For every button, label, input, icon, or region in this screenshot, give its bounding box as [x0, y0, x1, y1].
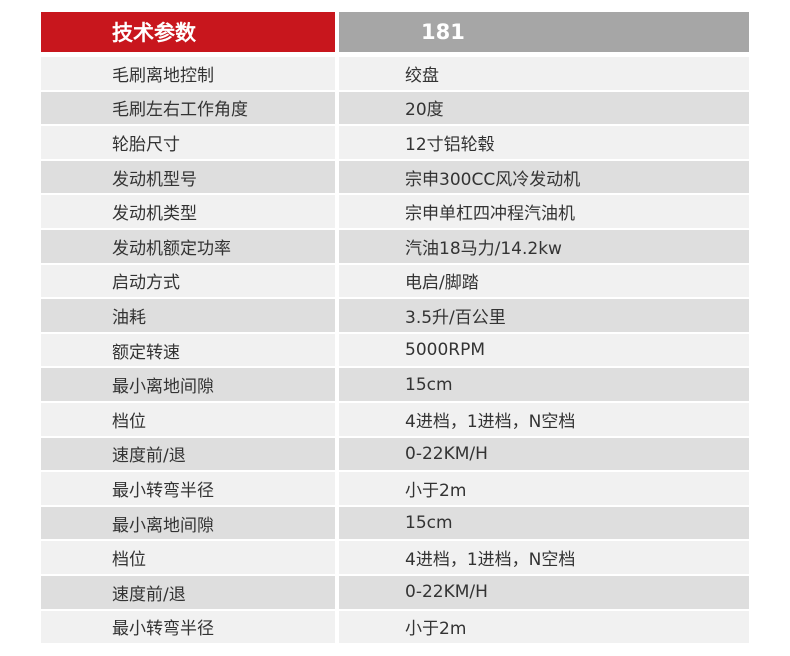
- row-value: 15cm: [339, 368, 749, 401]
- row-label: 速度前/退: [41, 576, 335, 609]
- header-label: 技术参数: [41, 12, 335, 52]
- row-label: 毛刷离地控制: [41, 57, 335, 90]
- row-label: 档位: [41, 403, 335, 436]
- row-label: 轮胎尺寸: [41, 126, 335, 159]
- row-label: 速度前/退: [41, 437, 335, 471]
- row-label: 毛刷左右工作角度: [41, 91, 335, 125]
- header-model: 181: [339, 12, 749, 52]
- row-value: 0-22KM/H: [339, 576, 749, 609]
- row-value: 宗申300CC风冷发动机: [339, 160, 749, 194]
- row-label: 油耗: [41, 299, 335, 332]
- row-value: 15cm: [339, 506, 749, 540]
- row-value: 0-22KM/H: [339, 437, 749, 471]
- row-label: 档位: [41, 541, 335, 574]
- row-value: 3.5升/百公里: [339, 299, 749, 332]
- row-value: 宗申单杠四冲程汽油机: [339, 195, 749, 228]
- row-label: 最小离地间隙: [41, 506, 335, 540]
- row-label: 最小转弯半径: [41, 472, 335, 505]
- row-value: 绞盘: [339, 57, 749, 90]
- row-label: 额定转速: [41, 333, 335, 367]
- row-label: 最小转弯半径: [41, 610, 335, 644]
- row-value: 汽油18马力/14.2kw: [339, 230, 749, 263]
- row-value: 12寸铝轮毂: [339, 126, 749, 159]
- row-value: 5000RPM: [339, 333, 749, 367]
- row-label: 发动机型号: [41, 160, 335, 194]
- row-value: 小于2m: [339, 472, 749, 505]
- row-value: 4进档，1进档，N空档: [339, 403, 749, 436]
- row-label: 发动机额定功率: [41, 230, 335, 263]
- row-label: 最小离地间隙: [41, 368, 335, 401]
- row-label: 启动方式: [41, 264, 335, 298]
- row-value: 电启/脚踏: [339, 264, 749, 298]
- row-value: 4进档，1进档，N空档: [339, 541, 749, 574]
- row-value: 小于2m: [339, 610, 749, 644]
- row-label: 发动机类型: [41, 195, 335, 228]
- row-value: 20度: [339, 91, 749, 125]
